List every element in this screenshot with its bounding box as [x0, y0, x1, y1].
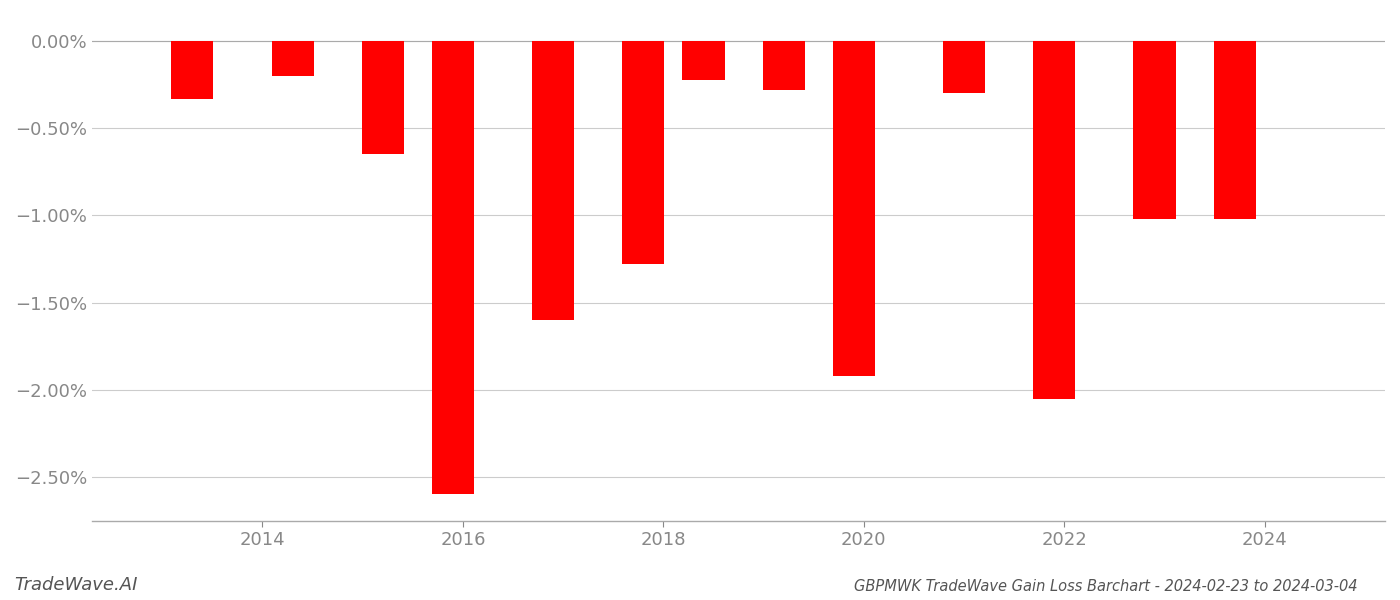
Bar: [763, 41, 805, 90]
Bar: [361, 41, 403, 154]
Bar: [171, 41, 213, 98]
Bar: [682, 41, 725, 80]
Bar: [532, 41, 574, 320]
Bar: [1214, 41, 1256, 219]
Bar: [944, 41, 986, 94]
Bar: [833, 41, 875, 376]
Text: TradeWave.AI: TradeWave.AI: [14, 576, 137, 594]
Bar: [272, 41, 314, 76]
Bar: [431, 41, 475, 494]
Bar: [1134, 41, 1176, 219]
Text: GBPMWK TradeWave Gain Loss Barchart - 2024-02-23 to 2024-03-04: GBPMWK TradeWave Gain Loss Barchart - 20…: [854, 579, 1358, 594]
Bar: [1033, 41, 1075, 398]
Bar: [622, 41, 665, 265]
